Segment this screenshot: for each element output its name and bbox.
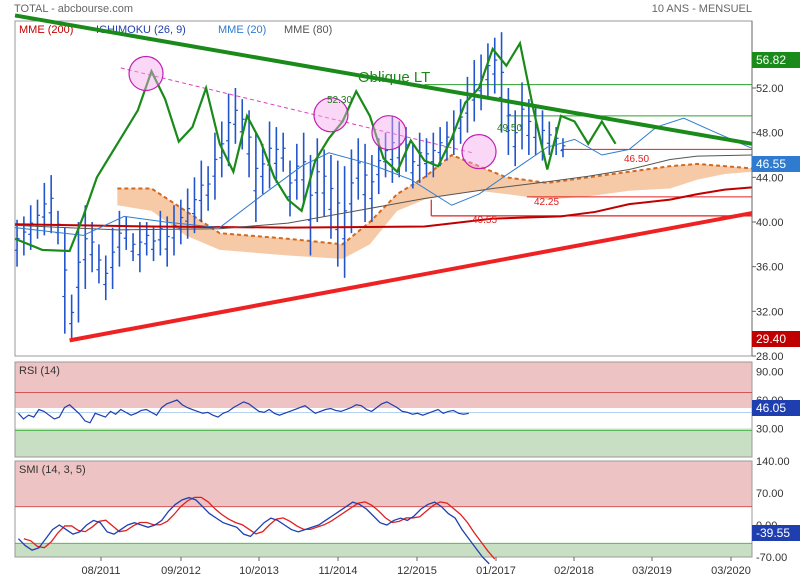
- smi-oversold-zone: [15, 543, 752, 557]
- kijun-line: [117, 153, 753, 246]
- x-tick-label: 09/2012: [161, 565, 201, 577]
- lower-trend-line: [69, 211, 753, 343]
- y-tick-label: 44.00: [756, 172, 784, 184]
- smi-overbought-zone: [15, 461, 752, 507]
- rsi-overbought-zone: [15, 362, 752, 408]
- x-tick-label: 12/2015: [397, 565, 437, 577]
- rsi-tick-label: 30.00: [756, 424, 784, 436]
- level-label: 49.50: [497, 123, 522, 134]
- x-tick-label: 10/2013: [239, 565, 279, 577]
- legend-item: MME (20): [218, 24, 266, 36]
- series-line: [14, 186, 753, 229]
- smi-panel: [14, 460, 753, 558]
- high-badge: [752, 52, 800, 68]
- rsi-last-badge: [752, 400, 800, 416]
- series-line: [14, 154, 753, 231]
- rsi-tick-label: 90.00: [756, 367, 784, 379]
- legend-item: MME (80): [284, 24, 332, 36]
- y-tick-label: 36.00: [756, 262, 784, 274]
- legend-item: MME (200): [19, 24, 73, 36]
- y-tick-label: 32.00: [756, 306, 784, 318]
- last-badge-text: 46.55: [756, 157, 786, 171]
- last-badge: [752, 156, 800, 172]
- upper-trend-line: [14, 13, 753, 146]
- rsi-title: RSI (14): [19, 365, 60, 377]
- highlight-circle: [313, 97, 349, 133]
- low-badge: [752, 331, 800, 347]
- smi-tick-label: 70.00: [756, 488, 784, 500]
- smi-last-text: -39.55: [756, 526, 790, 540]
- series-line: [14, 117, 753, 236]
- source-label: TOTAL - abcbourse.com: [14, 3, 133, 15]
- x-tick-label: 03/2019: [632, 565, 672, 577]
- highlight-circle: [371, 115, 407, 151]
- resistance-dashed-line: [120, 67, 473, 154]
- y-tick-label: 40.00: [756, 217, 784, 229]
- highlight-circle: [461, 134, 497, 170]
- series-line: [14, 40, 617, 253]
- low-badge-text: 29.40: [756, 332, 786, 346]
- highlight-circle: [128, 55, 164, 92]
- high-badge-text: 56.82: [756, 53, 786, 67]
- x-tick-label: 02/2018: [554, 565, 594, 577]
- smi-signal-line: [23, 496, 496, 560]
- timeframe-label: 10 ANS - MENSUEL: [652, 3, 752, 15]
- x-tick-label: 11/2014: [319, 565, 358, 577]
- x-tick-label: 08/2011: [82, 565, 121, 577]
- rsi-last-text: 46.05: [756, 401, 786, 415]
- level-label: 52.30: [327, 95, 352, 106]
- rsi-oversold-zone: [15, 428, 752, 457]
- y-tick-label: 52.00: [756, 83, 784, 95]
- x-tick-label: 01/2017: [476, 565, 516, 577]
- smi-title: SMI (14, 3, 5): [19, 464, 86, 476]
- y-tick-label: 48.00: [756, 128, 784, 140]
- y-tick-label: 28.00: [756, 351, 784, 363]
- level-label: 42.25: [534, 197, 559, 208]
- smi-tick-label: -70.00: [756, 552, 787, 564]
- x-tick-label: 03/2020: [711, 565, 751, 577]
- smi-tick-label: 140.00: [756, 456, 790, 468]
- rsi-line: [17, 399, 469, 424]
- smi-last-badge: [752, 525, 800, 541]
- level-label: 46.50: [624, 154, 649, 165]
- oblique-label: Oblique LT: [358, 69, 430, 86]
- level-label: 40.55: [472, 215, 497, 226]
- smi-line: [17, 496, 490, 565]
- kumo-cloud: [117, 155, 753, 259]
